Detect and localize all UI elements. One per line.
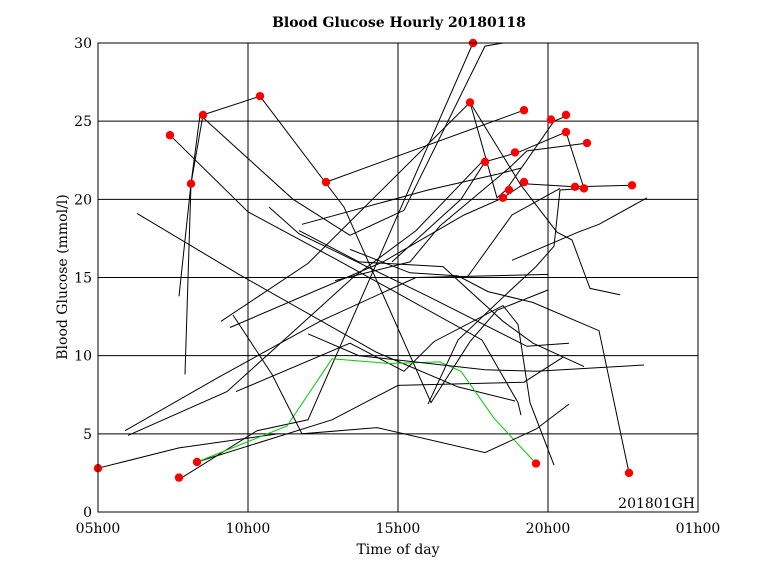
series-line-23: [469, 102, 621, 296]
x-tick-label-0: 05h00: [76, 521, 121, 537]
data-point-7: [321, 177, 331, 187]
series-line-9: [229, 183, 633, 328]
series-line-27: [199, 42, 504, 236]
data-point-22: [627, 181, 637, 190]
series-line-8: [124, 273, 549, 432]
data-point-13: [510, 148, 520, 157]
data-point-24: [624, 468, 634, 478]
data-point-17: [561, 110, 571, 120]
series-lines: [97, 42, 648, 479]
data-point-19: [570, 182, 580, 192]
x-axis-label: Time of day: [356, 542, 439, 558]
y-axis-label: Blood Glucose (mmol/l): [55, 194, 71, 359]
data-point-4: [186, 179, 196, 188]
data-point-20: [579, 184, 589, 193]
data-point-11: [498, 193, 508, 202]
series-line-25: [466, 187, 561, 278]
series-line-5: [169, 134, 522, 416]
series-line-2: [178, 114, 201, 297]
series-line-20: [334, 142, 588, 282]
data-point-2: [192, 457, 202, 467]
y-tick-labels: 0 5 10 15 20 25 30: [74, 36, 92, 521]
y-tick-label-0: 0: [83, 505, 92, 521]
y-tick-label-2: 10: [74, 349, 92, 365]
data-point-16: [546, 115, 556, 124]
series-line-1: [184, 95, 261, 375]
series-line-0: [97, 433, 279, 469]
series-line-4: [196, 356, 564, 463]
series-line-19: [325, 109, 525, 183]
chart-annotation: 201801GH: [618, 496, 695, 512]
y-tick-label-3: 15: [74, 271, 92, 287]
series-line-3: [181, 42, 474, 479]
chart-title: Blood Glucose Hourly 20180118: [272, 15, 526, 31]
series-line-21: [391, 131, 585, 263]
data-point-21: [582, 138, 592, 148]
data-point-18: [561, 127, 571, 137]
y-tick-label-5: 25: [74, 114, 92, 130]
data-point-3: [165, 131, 175, 140]
series-line-18: [307, 333, 645, 372]
y-tick-label-1: 5: [83, 427, 92, 443]
data-markers: [93, 38, 637, 482]
series-line-11: [196, 358, 537, 464]
series-line-7: [136, 212, 516, 402]
y-tick-label-4: 20: [74, 192, 92, 208]
series-line-15: [268, 206, 570, 347]
x-tick-label-4: 01h00: [676, 521, 721, 537]
series-line-6: [259, 95, 549, 404]
data-point-14: [519, 177, 529, 187]
series-line-16: [127, 161, 483, 436]
x-tick-label-1: 10h00: [226, 521, 271, 537]
x-tick-label-2: 15h00: [376, 521, 421, 537]
data-point-6: [255, 91, 265, 101]
data-point-15: [519, 106, 529, 115]
data-point-5: [198, 110, 208, 120]
data-point-1: [174, 473, 184, 482]
plot-frame: [97, 42, 699, 513]
series-line-26: [511, 197, 648, 261]
data-point-10: [480, 157, 490, 167]
data-point-9: [465, 98, 475, 107]
series-line-10: [235, 304, 555, 466]
series-line-24: [349, 248, 630, 474]
series-line-17: [298, 230, 585, 368]
series-line-22: [427, 187, 585, 405]
series-line-12: [232, 314, 570, 454]
data-point-23: [531, 459, 541, 468]
x-tick-label-3: 20h00: [526, 521, 571, 537]
y-tick-label-6: 30: [74, 36, 92, 52]
x-tick-labels: 05h00 10h00 15h00 20h00 01h00: [76, 521, 721, 537]
data-point-12: [504, 185, 514, 195]
